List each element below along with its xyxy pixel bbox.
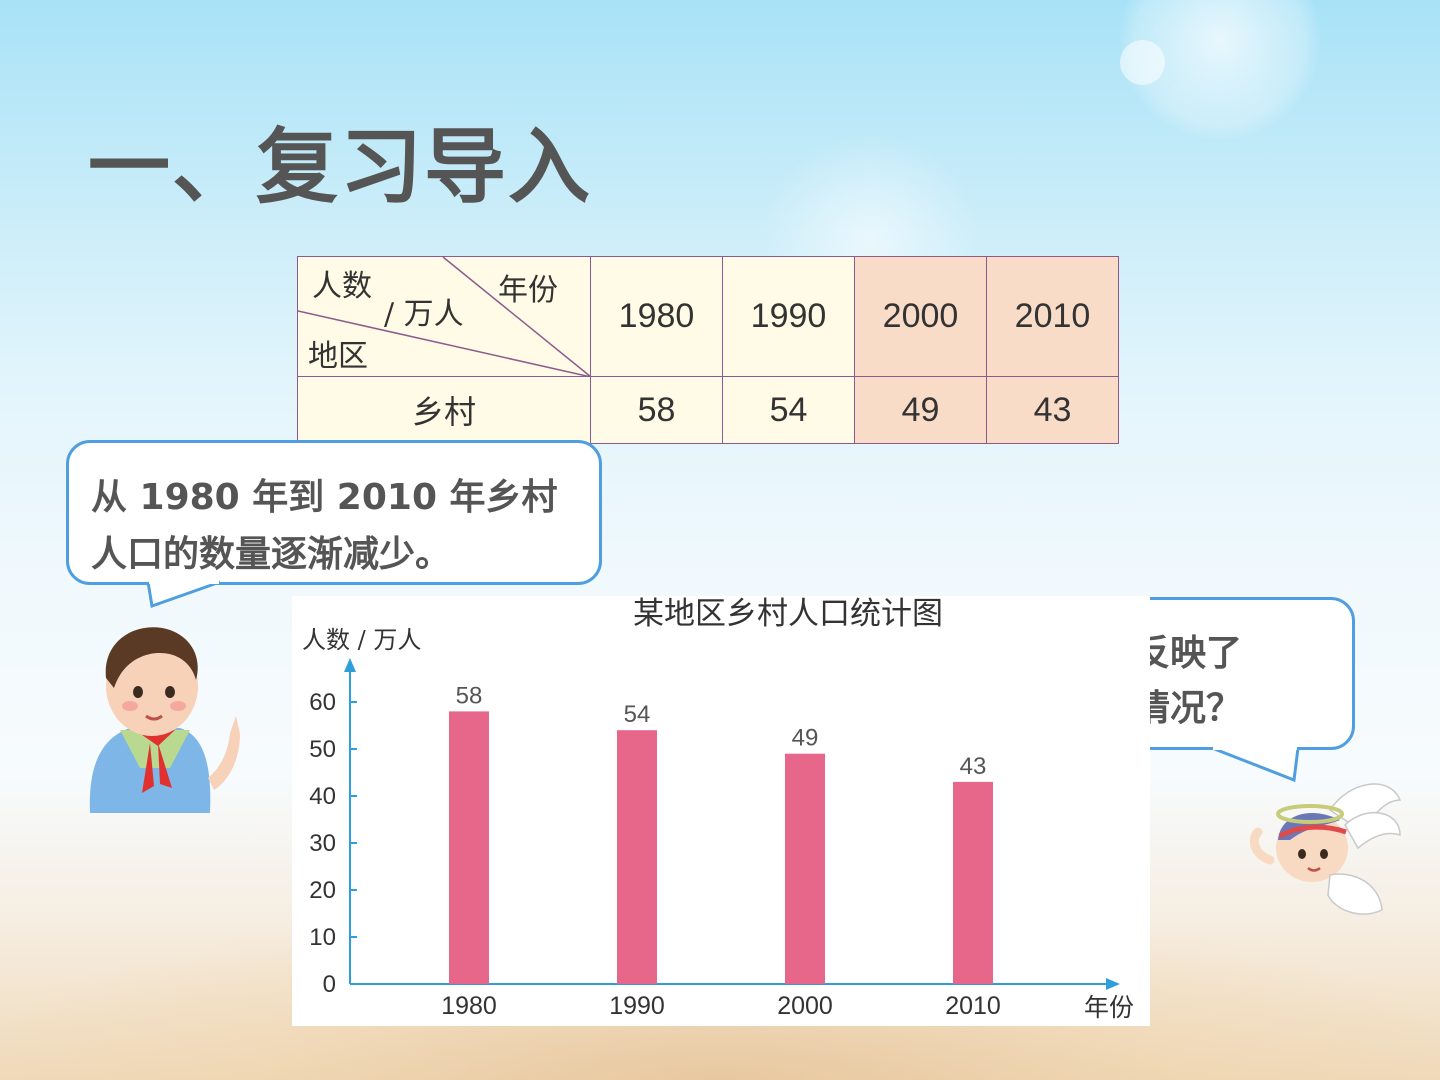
corner-diagonals: [298, 257, 591, 377]
table-year-cell: 1990: [722, 256, 855, 377]
x-axis-label: 年份: [1084, 993, 1134, 1022]
table-year-cell: 2010: [986, 256, 1119, 377]
header-region-label: 地区: [308, 339, 368, 374]
boy-illustration: [89, 627, 240, 813]
page-title: 一、复习导入: [88, 120, 593, 215]
boy-speech-line: 人口的数量逐渐减少。: [91, 534, 452, 575]
x-tick-label: 1980: [441, 992, 497, 1020]
y-tick-label: 40: [309, 783, 336, 810]
table-row: 乡村 58 54 49 43: [297, 376, 1119, 444]
angel-illustration: [1250, 783, 1402, 915]
chart-bars: 58 54 49 43: [449, 682, 993, 984]
bar-chart: 某地区乡村人口统计图 人数 / 万人 年份 0 10 20 30 40 50 60 58 54…: [302, 596, 1134, 1022]
sky-bubble: [1120, 40, 1165, 85]
chart-panel: 某地区乡村人口统计图 人数 / 万人 年份 0 10 20 30 40 50 60 58 54…: [292, 596, 1150, 1026]
angel-bubble-tail: [1211, 746, 1300, 783]
header-year-label: 年份: [498, 273, 558, 308]
bar-value-label: 43: [960, 753, 987, 780]
table-value-cell: 58: [590, 376, 723, 444]
x-axis-arrow: [1106, 978, 1120, 990]
table-value-cell: 49: [854, 376, 987, 444]
table-value-cell: 43: [986, 376, 1119, 444]
table-row-label: 乡村: [297, 376, 591, 444]
header-unit-label: / 万人: [384, 297, 464, 332]
x-tick-label: 2010: [945, 992, 1001, 1020]
x-tick-label: 2000: [777, 992, 833, 1020]
boy-bubble-tail: [146, 580, 221, 609]
table-header-row: 人数 / 万人 年份 地区 1980 1990 2000 2010: [297, 256, 1119, 377]
y-axis-label: 人数 / 万人: [302, 626, 421, 654]
population-table: 人数 / 万人 年份 地区 1980 1990 2000 2010 乡村 58 …: [297, 256, 1119, 444]
y-tick-label: 10: [309, 924, 336, 951]
bar-value-label: 49: [792, 725, 819, 752]
y-ticks: 0 10 20 30 40 50 60: [309, 689, 357, 998]
boy-speech-line: 从 1980 年到 2010 年乡村: [91, 477, 558, 518]
y-tick-label: 20: [309, 877, 336, 904]
y-tick-label: 0: [323, 971, 336, 998]
y-axis-arrow: [344, 658, 356, 672]
y-tick-label: 60: [309, 689, 336, 716]
x-ticks: 1980 1990 2000 2010: [441, 992, 1001, 1020]
table-year-cell: 1980: [590, 256, 723, 377]
x-tick-label: 1990: [609, 992, 665, 1020]
bar-value-label: 54: [624, 701, 651, 728]
chart-bar: [449, 711, 489, 984]
table-year-cell: 2000: [854, 256, 987, 377]
header-people-label: 人数: [312, 269, 372, 304]
y-tick-label: 30: [309, 830, 336, 857]
boy-speech-text: 从 1980 年到 2010 年乡村 人口的数量逐渐减少。: [91, 469, 591, 583]
y-tick-label: 50: [309, 736, 336, 763]
table-value-cell: 54: [722, 376, 855, 444]
chart-title: 某地区乡村人口统计图: [633, 596, 943, 632]
table-corner-header: 人数 / 万人 年份 地区: [297, 256, 591, 377]
chart-bar: [617, 730, 657, 984]
chart-bar: [785, 753, 825, 984]
bar-value-label: 58: [456, 682, 483, 709]
chart-bar: [953, 781, 993, 984]
boy-speech-bubble: 从 1980 年到 2010 年乡村 人口的数量逐渐减少。: [66, 440, 602, 585]
